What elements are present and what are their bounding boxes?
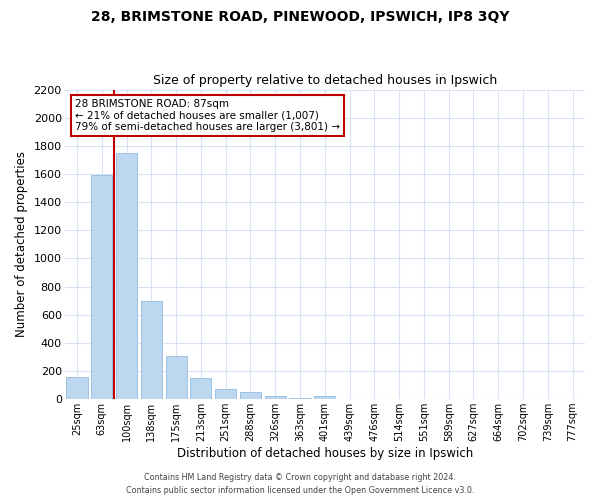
Bar — [190, 378, 211, 399]
Text: Contains HM Land Registry data © Crown copyright and database right 2024.
Contai: Contains HM Land Registry data © Crown c… — [126, 474, 474, 495]
Bar — [289, 398, 311, 399]
Title: Size of property relative to detached houses in Ipswich: Size of property relative to detached ho… — [152, 74, 497, 87]
Text: 28, BRIMSTONE ROAD, PINEWOOD, IPSWICH, IP8 3QY: 28, BRIMSTONE ROAD, PINEWOOD, IPSWICH, I… — [91, 10, 509, 24]
X-axis label: Distribution of detached houses by size in Ipswich: Distribution of detached houses by size … — [176, 447, 473, 460]
Text: 28 BRIMSTONE ROAD: 87sqm
← 21% of detached houses are smaller (1,007)
79% of sem: 28 BRIMSTONE ROAD: 87sqm ← 21% of detach… — [75, 99, 340, 132]
Bar — [265, 396, 286, 399]
Y-axis label: Number of detached properties: Number of detached properties — [15, 152, 28, 338]
Bar — [240, 392, 261, 399]
Bar — [166, 356, 187, 399]
Bar — [116, 153, 137, 399]
Bar — [141, 300, 162, 399]
Bar — [91, 176, 112, 399]
Bar — [67, 376, 88, 399]
Bar — [314, 396, 335, 399]
Bar — [215, 388, 236, 399]
